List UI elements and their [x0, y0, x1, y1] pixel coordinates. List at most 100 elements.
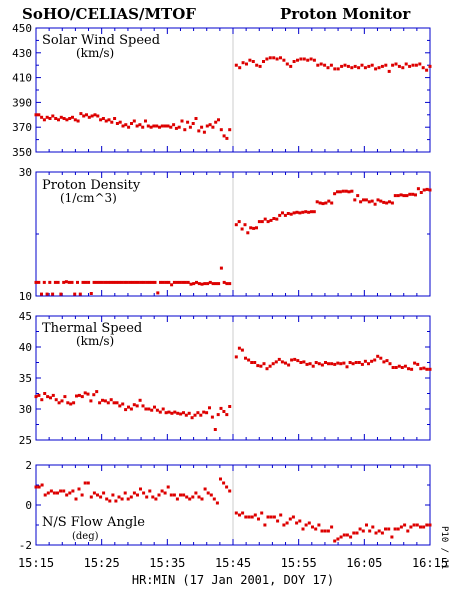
data-point: [363, 359, 367, 363]
data-point: [189, 282, 193, 286]
data-point: [416, 187, 420, 191]
data-point: [255, 226, 258, 230]
data-point: [269, 515, 273, 519]
data-point: [312, 58, 316, 62]
data-point: [57, 118, 60, 122]
data-point: [350, 189, 354, 193]
data-point: [164, 280, 168, 284]
data-point: [100, 280, 104, 284]
data-point: [292, 60, 296, 63]
data-point: [138, 123, 142, 127]
data-point: [149, 125, 153, 129]
data-point: [65, 493, 69, 497]
data-point: [356, 194, 360, 198]
data-point: [179, 493, 182, 497]
data-point: [37, 485, 41, 489]
data-point: [214, 282, 218, 286]
data-point: [287, 363, 291, 367]
data-point: [377, 529, 381, 533]
data-point: [216, 413, 220, 417]
data-point: [115, 401, 119, 405]
data-point: [109, 280, 113, 284]
data-point: [247, 358, 251, 362]
data-point: [413, 361, 417, 365]
data-point: [40, 483, 44, 487]
data-point: [316, 63, 320, 67]
data-point: [399, 525, 403, 529]
data-point: [206, 282, 210, 286]
data-point: [408, 192, 412, 196]
data-point: [72, 401, 76, 405]
data-point: [274, 360, 278, 364]
data-point: [59, 292, 63, 296]
data-point: [390, 535, 394, 539]
data-point: [95, 280, 99, 284]
data-point: [349, 535, 353, 539]
data-point: [103, 280, 107, 284]
data-point: [182, 411, 185, 415]
data-point: [134, 280, 138, 284]
data-point: [120, 280, 124, 284]
data-point: [136, 280, 140, 284]
data-point: [343, 63, 347, 67]
data-point: [199, 413, 203, 417]
data-point: [46, 491, 50, 495]
data-point: [212, 497, 216, 501]
data-point: [176, 411, 180, 415]
data-point: [364, 198, 368, 202]
data-point: [51, 114, 55, 118]
data-point: [129, 495, 133, 499]
data-point: [289, 64, 293, 68]
data-point: [238, 513, 241, 517]
data-point: [59, 489, 63, 493]
data-point: [186, 120, 190, 124]
data-point: [234, 223, 238, 227]
data-point: [148, 489, 152, 493]
data-point: [75, 394, 78, 398]
data-point: [222, 481, 226, 485]
data-point: [175, 497, 179, 501]
data-point: [154, 497, 158, 501]
data-point: [365, 523, 368, 527]
data-point: [53, 280, 57, 284]
y-tick-label: 410: [12, 72, 32, 85]
data-point: [132, 119, 136, 123]
y-tick-label: 40: [19, 341, 32, 354]
data-point: [141, 404, 145, 408]
data-point: [301, 527, 305, 531]
panel-unit: (km/s): [76, 46, 114, 60]
data-point: [89, 399, 93, 403]
data-point: [307, 521, 311, 525]
data-point: [111, 493, 115, 497]
data-point: [234, 355, 238, 359]
data-point: [145, 280, 149, 284]
data-point: [152, 124, 156, 128]
data-point: [352, 531, 356, 535]
data-point: [373, 358, 377, 362]
data-point: [153, 280, 157, 284]
data-point: [73, 118, 77, 122]
data-point: [319, 62, 323, 66]
data-point: [81, 280, 85, 284]
data-point: [246, 231, 250, 235]
data-point: [299, 57, 303, 61]
panel-unit: (deg): [72, 531, 99, 542]
data-point: [167, 280, 171, 284]
data-point: [265, 367, 269, 371]
data-point: [288, 517, 292, 521]
data-point: [51, 292, 55, 296]
data-point: [262, 362, 266, 366]
data-point: [396, 527, 400, 531]
data-point: [360, 362, 364, 366]
data-point: [317, 523, 321, 527]
data-point: [112, 280, 115, 284]
data-point: [82, 114, 86, 118]
panel-title: Proton Density: [42, 178, 141, 193]
data-point: [56, 491, 59, 495]
data-point: [142, 280, 146, 284]
data-point: [77, 487, 81, 491]
data-point: [333, 67, 337, 71]
data-point: [311, 364, 315, 368]
data-point: [272, 515, 276, 519]
panel-unit: (1/cm^3): [60, 191, 117, 205]
